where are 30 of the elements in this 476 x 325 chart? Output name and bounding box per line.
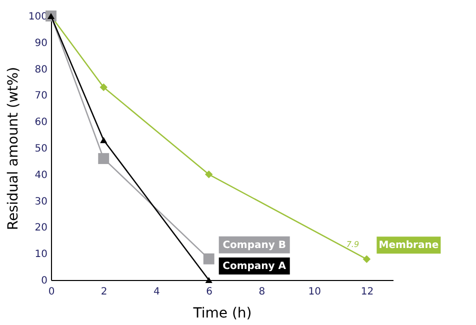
y-tick-label: 70 — [34, 90, 48, 102]
point — [204, 170, 213, 178]
series-label: Membrane — [378, 240, 439, 252]
y-tick-label: 0 — [41, 276, 48, 286]
y-tick-label: 50 — [34, 144, 48, 154]
point — [100, 83, 108, 92]
y-tick-label: 90 — [34, 38, 48, 49]
y-tick-label: 10 — [34, 249, 48, 260]
x-tick-label: 10 — [308, 286, 321, 298]
data-label: 7.9 — [346, 240, 360, 250]
y-tick-label: 30 — [34, 196, 48, 208]
x-tick-label: 0 — [48, 286, 55, 298]
x-tick-label: 8 — [258, 286, 266, 298]
series-label: Company B — [222, 240, 286, 251]
y-tick-label: 20 — [34, 222, 48, 234]
point — [98, 153, 110, 164]
x-tick-label: 4 — [154, 286, 160, 298]
x-tick-label: 12 — [360, 286, 374, 298]
x-tick-label: 6 — [206, 286, 213, 298]
y-tick-label: 40 — [34, 170, 48, 181]
x-axis-title: Time (h) — [192, 306, 252, 322]
y-tick-label: 60 — [34, 117, 48, 128]
y-axis-title: Residual amount (wt%) — [5, 66, 22, 230]
point — [203, 253, 214, 264]
point — [100, 137, 108, 144]
point — [205, 276, 212, 284]
y-tick-label: 80 — [34, 64, 48, 76]
x-tick-label: 2 — [100, 286, 108, 298]
series-label: Company A — [222, 261, 286, 272]
point — [362, 255, 371, 264]
